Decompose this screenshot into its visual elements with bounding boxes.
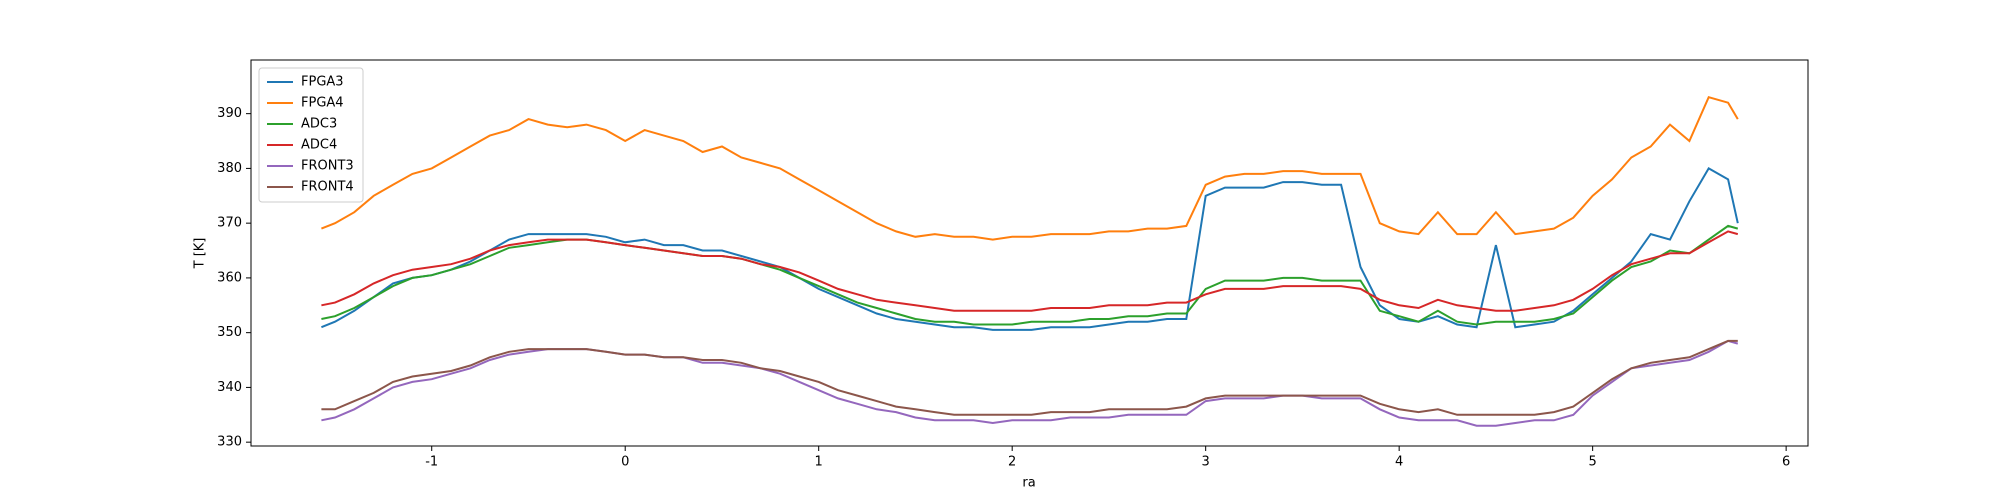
- y-tick-label: 390: [217, 106, 242, 121]
- y-tick-label: 330: [217, 435, 242, 450]
- data-line: [321, 96, 1739, 241]
- y-tick-label: 360: [217, 270, 242, 285]
- legend-label: FPGA3: [301, 75, 344, 90]
- x-axis-label: ra: [1022, 476, 1035, 491]
- data-line: [321, 230, 1739, 312]
- y-tick-label: 350: [217, 325, 242, 340]
- data-line: [321, 339, 1739, 427]
- x-tick-label: 5: [1589, 455, 1597, 470]
- legend-label: ADC4: [301, 138, 337, 153]
- x-tick-label: -1: [425, 455, 438, 470]
- y-tick-label: 340: [217, 380, 242, 395]
- data-line: [321, 167, 1739, 331]
- plot-frame: [250, 59, 1809, 447]
- legend-box: [258, 67, 364, 203]
- legend-label: FRONT3: [301, 159, 354, 174]
- y-tick-label: 380: [217, 161, 242, 176]
- legend-label: FRONT4: [301, 180, 354, 195]
- x-tick-label: 1: [815, 455, 823, 470]
- x-tick-label: 6: [1782, 455, 1790, 470]
- data-line: [321, 224, 1739, 326]
- y-tick-label: 370: [217, 216, 242, 231]
- x-tick-label: 0: [621, 455, 629, 470]
- legend-label: ADC3: [301, 117, 337, 132]
- x-tick-label: 2: [1008, 455, 1016, 470]
- x-tick-label: 4: [1395, 455, 1403, 470]
- legend-label: FPGA4: [301, 96, 344, 111]
- y-axis-label: T [K]: [193, 238, 208, 270]
- data-line: [321, 339, 1738, 416]
- x-tick-label: 3: [1202, 455, 1210, 470]
